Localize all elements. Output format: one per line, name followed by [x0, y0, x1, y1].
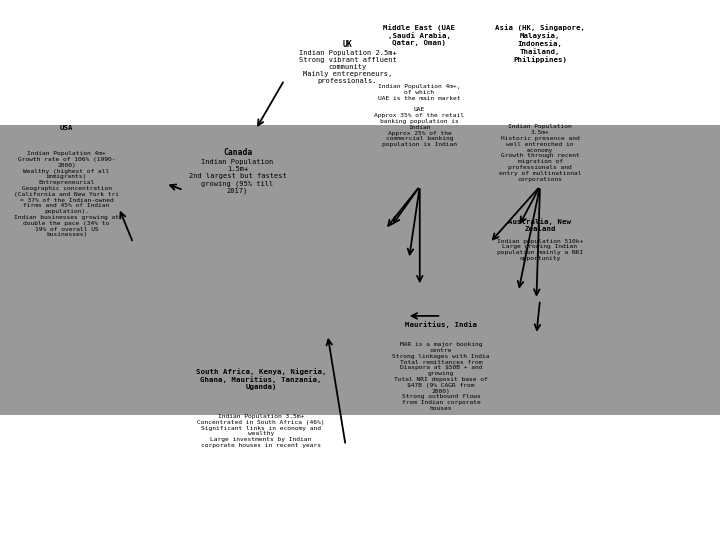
Text: Current Footprint of the Indian Diaspora: Current Footprint of the Indian Diaspora [6, 14, 372, 30]
Text: Middle East (UAE
,Saudi Arabia,
Qatar, Oman): Middle East (UAE ,Saudi Arabia, Qatar, O… [384, 24, 456, 46]
Text: South Africa, Kenya, Nigeria,
Ghana, Mauritius, Tanzania,
Uganda): South Africa, Kenya, Nigeria, Ghana, Mau… [196, 368, 326, 390]
Text: USA: USA [60, 125, 73, 131]
Text: Mauritius, India: Mauritius, India [405, 321, 477, 328]
Text: Indian Population 4m+,
of which
UAE is the main market

UAE
Approx 35% of the re: Indian Population 4m+, of which UAE is t… [374, 84, 464, 147]
Text: Indian Population
3.5m+
Historic presence and
well entrenched in
economy
Growth : Indian Population 3.5m+ Historic presenc… [499, 124, 581, 181]
Text: MAR is a major booking
centre
Strong linkages with India
Total remittances from
: MAR is a major booking centre Strong lin… [392, 342, 490, 411]
Text: Indian Population 2.5m+
Strong vibrant affluent
community
Mainly entrepreneurs,
: Indian Population 2.5m+ Strong vibrant a… [299, 50, 396, 84]
Text: Indian Population
1.5m+
2nd largest but fastest
growing (95% till
2017): Indian Population 1.5m+ 2nd largest but … [189, 159, 287, 194]
Text: Canada: Canada [223, 148, 252, 158]
Text: Indian population 510k+
Large growing Indian
population mainly a NRI
opportunity: Indian population 510k+ Large growing In… [497, 239, 583, 261]
Text: Asia (HK, Singapore,
Malaysia,
Indonesia,
Thailand,
Philippines): Asia (HK, Singapore, Malaysia, Indonesia… [495, 24, 585, 63]
Text: Indian Population 3.5m+
Concentrated in South Africa (46%)
Significant links in : Indian Population 3.5m+ Concentrated in … [197, 414, 325, 448]
Text: Australia, New
Zealand: Australia, New Zealand [508, 219, 572, 232]
Text: UK: UK [343, 40, 352, 49]
Text: Indian Population 4m+
Growth rate of 106% (1990-
2000)
Wealthy (highest of all
i: Indian Population 4m+ Growth rate of 106… [14, 151, 119, 238]
